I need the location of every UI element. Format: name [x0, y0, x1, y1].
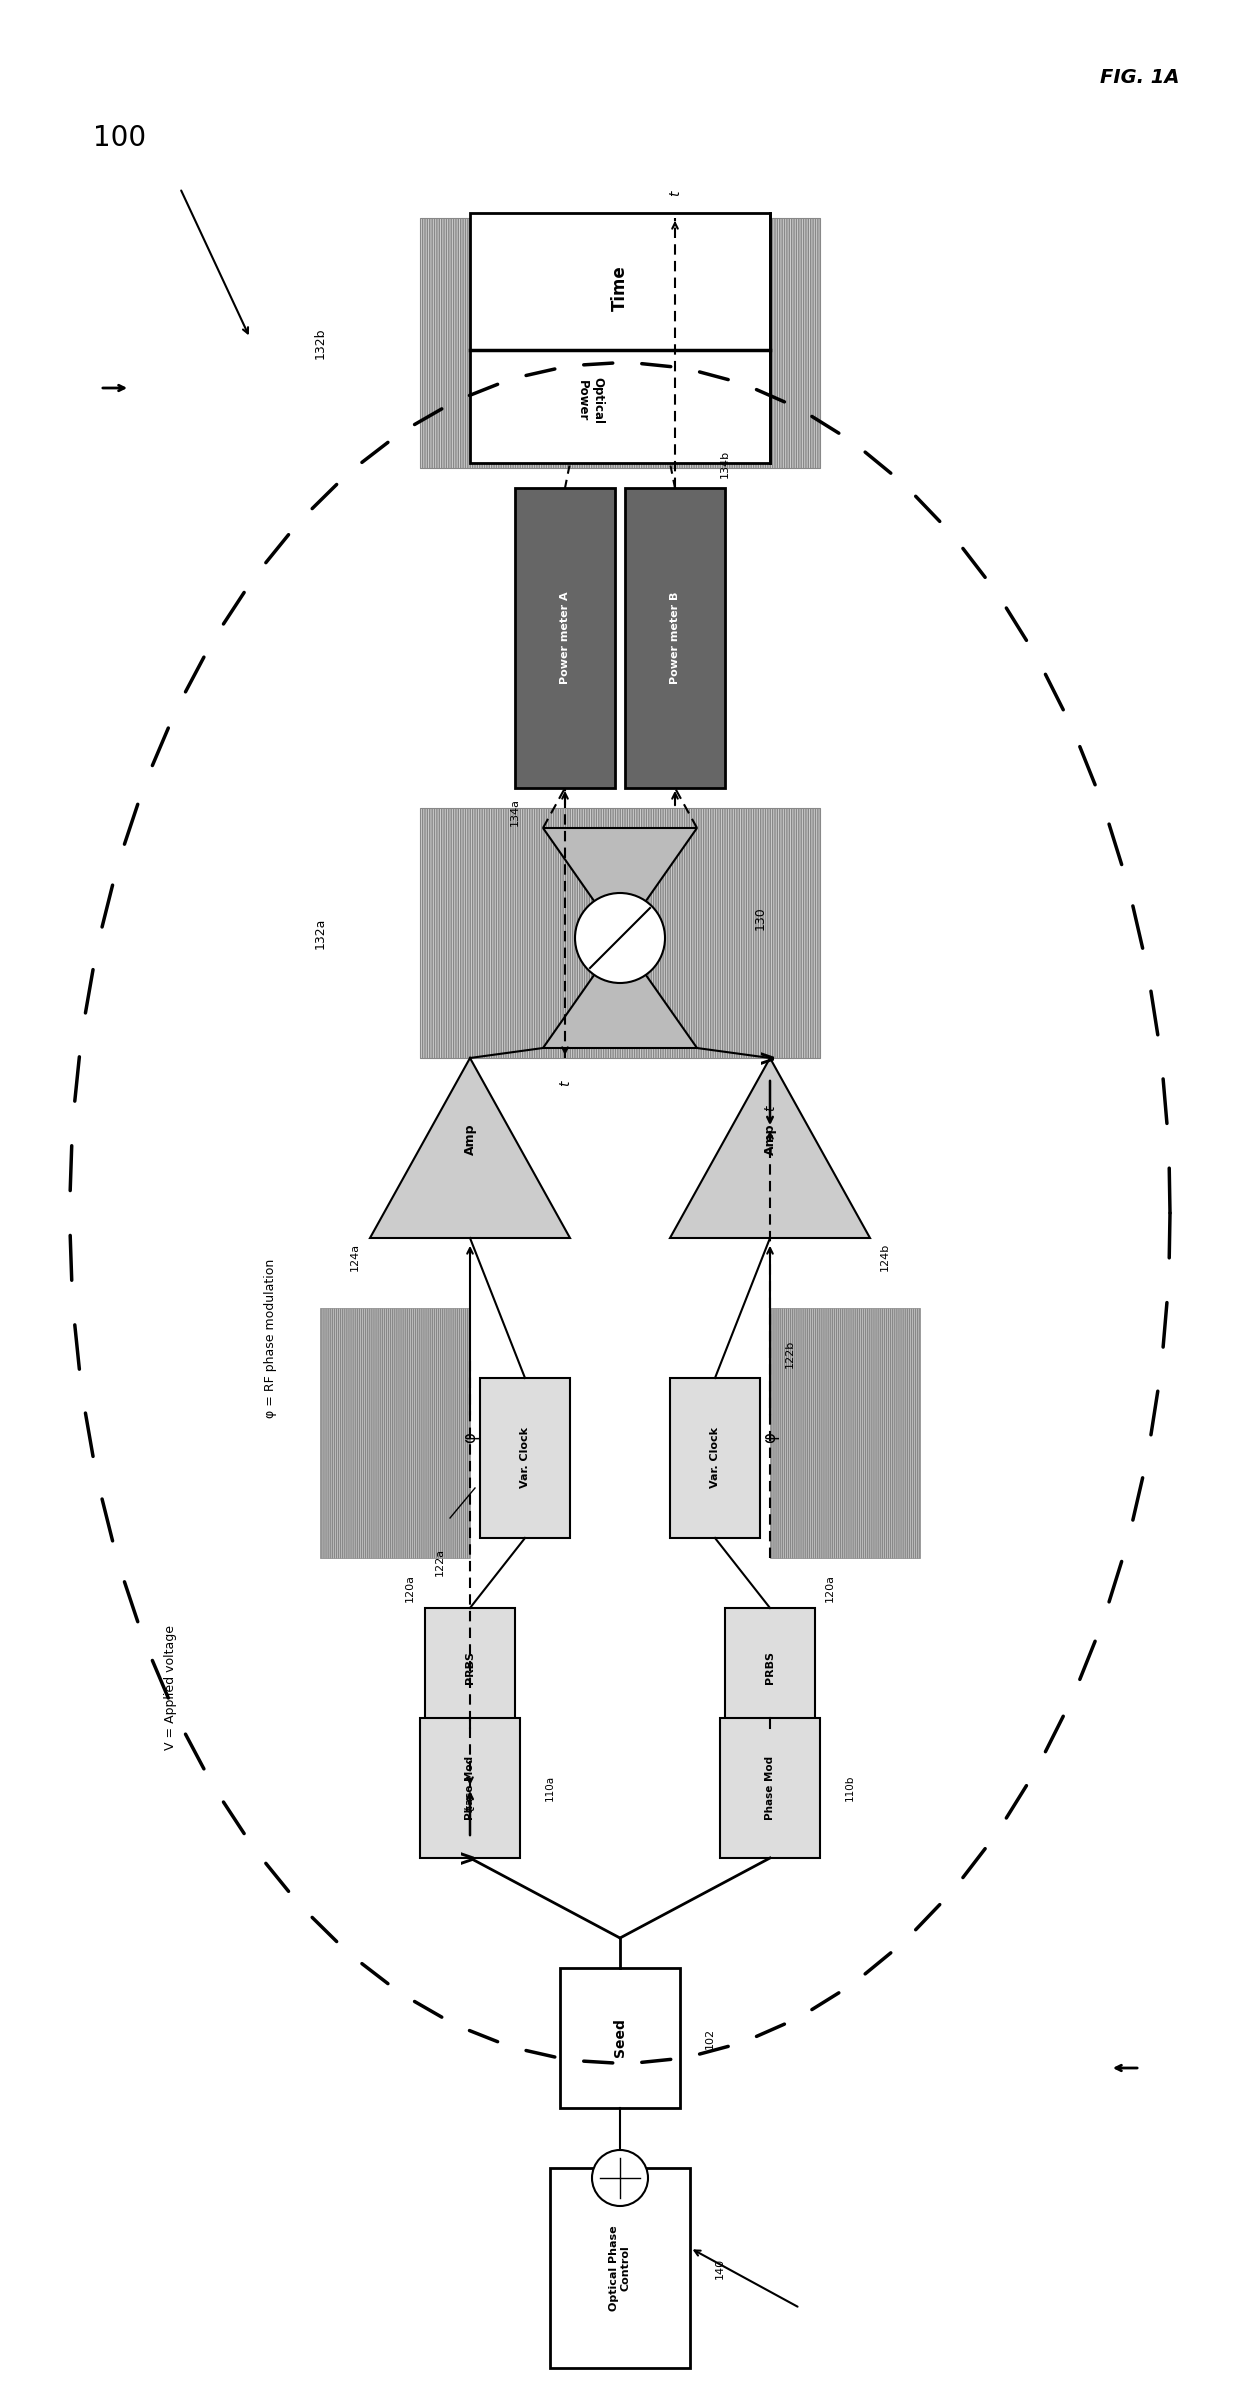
Text: FIG. 1A: FIG. 1A: [1101, 67, 1180, 86]
Polygon shape: [551, 2168, 689, 2369]
Polygon shape: [420, 217, 820, 468]
Polygon shape: [370, 1058, 570, 1237]
Text: 124b: 124b: [880, 1244, 890, 1270]
Text: Time: Time: [611, 265, 629, 310]
Polygon shape: [543, 938, 697, 1048]
Text: V: V: [761, 1051, 779, 1065]
Polygon shape: [425, 1607, 515, 1729]
Polygon shape: [720, 1717, 820, 1858]
Text: φ: φ: [461, 1433, 479, 1442]
Circle shape: [575, 893, 665, 984]
Text: 110a: 110a: [546, 1774, 556, 1801]
Text: t: t: [763, 1106, 777, 1110]
Text: t: t: [463, 1805, 477, 1810]
Polygon shape: [670, 1058, 870, 1237]
Text: Var. Clock: Var. Clock: [520, 1428, 529, 1488]
Polygon shape: [770, 1309, 920, 1557]
Text: 124a: 124a: [350, 1244, 360, 1270]
Text: PRBS: PRBS: [765, 1652, 775, 1684]
Polygon shape: [543, 829, 697, 938]
Text: 100: 100: [93, 124, 146, 153]
Text: 134a: 134a: [510, 798, 520, 826]
Polygon shape: [480, 1378, 570, 1538]
Text: Amp: Amp: [764, 1122, 776, 1156]
Polygon shape: [420, 807, 820, 1058]
Text: Amp: Amp: [464, 1122, 476, 1156]
Text: 132a: 132a: [314, 917, 326, 948]
Polygon shape: [320, 1309, 470, 1557]
Text: PRBS: PRBS: [465, 1652, 475, 1684]
Text: 102: 102: [706, 2027, 715, 2049]
Text: 110b: 110b: [844, 1774, 856, 1801]
Text: φ = RF phase modulation: φ = RF phase modulation: [264, 1258, 277, 1418]
Text: 140: 140: [715, 2257, 725, 2278]
Text: Optical Phase
Control: Optical Phase Control: [609, 2226, 631, 2312]
Text: Phase Mod: Phase Mod: [465, 1755, 475, 1820]
Polygon shape: [560, 1968, 680, 2109]
Text: Power meter A: Power meter A: [560, 592, 570, 685]
Polygon shape: [670, 1378, 760, 1538]
Polygon shape: [625, 487, 725, 788]
Text: 122b: 122b: [785, 1340, 795, 1368]
Text: V: V: [461, 1851, 479, 1865]
Text: Seed: Seed: [613, 2018, 627, 2058]
Text: t: t: [558, 1079, 572, 1087]
Text: V = Applied voltage: V = Applied voltage: [164, 1626, 176, 1750]
Text: Power meter B: Power meter B: [670, 592, 680, 685]
Text: 122a: 122a: [435, 1547, 445, 1576]
Text: t: t: [668, 191, 682, 196]
Text: 120a: 120a: [405, 1574, 415, 1602]
Polygon shape: [470, 213, 770, 463]
Text: 130: 130: [754, 905, 766, 929]
Text: Phase Mod: Phase Mod: [765, 1755, 775, 1820]
Text: 132b: 132b: [314, 327, 326, 358]
Circle shape: [591, 2149, 649, 2207]
Text: Var. Clock: Var. Clock: [711, 1428, 720, 1488]
Polygon shape: [515, 487, 615, 788]
Text: φ: φ: [761, 1433, 779, 1442]
Text: 120a: 120a: [825, 1574, 835, 1602]
Polygon shape: [420, 1717, 520, 1858]
Text: 134b: 134b: [720, 449, 730, 478]
Text: Optical
Power: Optical Power: [577, 377, 604, 425]
Polygon shape: [725, 1607, 815, 1729]
